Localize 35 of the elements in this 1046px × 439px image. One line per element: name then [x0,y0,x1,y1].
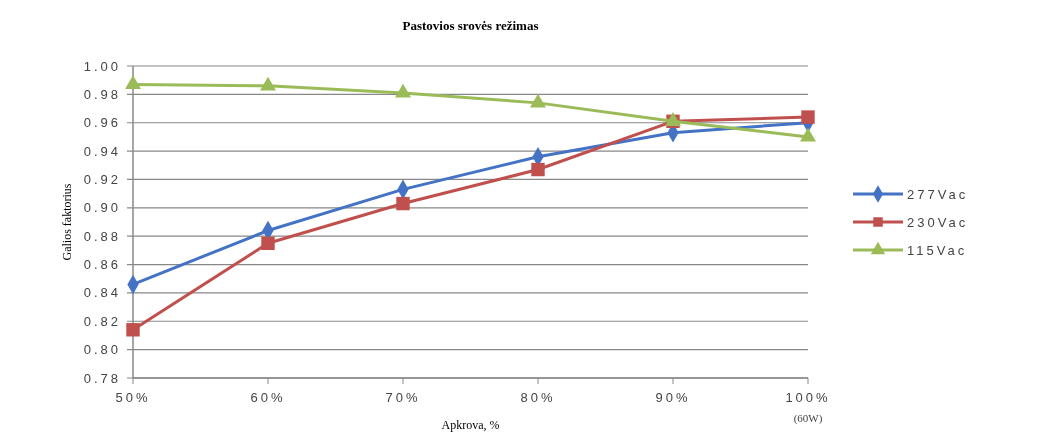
x-tick-label: 60% [250,390,286,405]
y-tick-label: 0.80 [83,342,121,358]
y-tick-label: 0.98 [83,86,121,102]
y-tick-label: 0.90 [83,200,121,216]
legend-label: 115Vac [907,242,968,258]
point [261,236,275,250]
point [395,83,411,98]
point [260,76,276,91]
text: (60W) [793,412,823,425]
point [125,75,141,90]
x-tick-label: 100% [785,390,831,405]
point [126,323,140,337]
point [531,162,545,177]
y-tick-label: 0.84 [83,285,121,301]
x-tick-label: 90% [655,390,691,405]
x-tick-label: 50% [115,390,151,405]
y-tick-label: 0.82 [83,313,121,329]
y-tick-label: 1.00 [83,58,121,74]
y-tick-label: 0.86 [83,257,121,273]
y-tick-label: 0.78 [83,370,121,386]
x-tick-label: 80% [520,390,556,405]
y-tick-label: 0.94 [83,143,121,159]
y-tick-label: 0.92 [83,172,121,187]
y-tick-label: 0.96 [83,115,121,131]
legend-label: 277Vac [907,186,969,202]
x-axis-title: Apkrova, % [441,418,500,432]
y-tick-label: 0.88 [83,228,121,244]
point [800,127,816,142]
legend-label: 230Vac [907,214,969,230]
point [530,93,546,108]
x-tick-label: 70% [385,390,421,405]
point [396,196,410,211]
y-axis-title: Galios faktorius [60,183,74,261]
point [801,110,815,124]
chart-title: Pastovios srovės režimas [402,18,539,33]
